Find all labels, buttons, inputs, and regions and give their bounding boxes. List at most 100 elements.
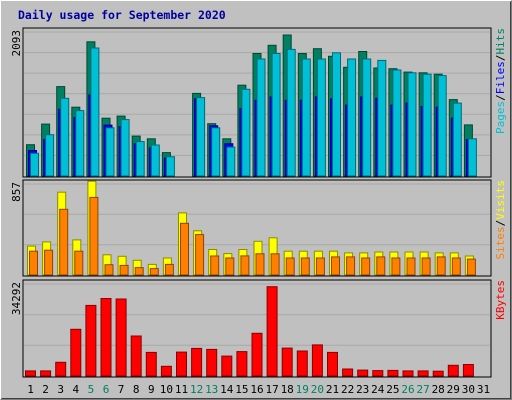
bar-kbytes-day-4 <box>70 328 82 377</box>
legend-entry: Visits <box>494 180 507 220</box>
panel-middle-ymax-label: 857 <box>10 182 23 202</box>
bar-sites-day-6 <box>104 264 114 276</box>
bar-sites-day-25 <box>391 257 401 276</box>
bar-kbytes-day-22 <box>342 368 354 377</box>
bar-kbytes-day-13 <box>206 348 218 377</box>
panel-middle: 857 Sites/Visits <box>10 179 507 277</box>
bar-pages-day-24 <box>377 59 387 177</box>
bar-pages-day-6 <box>105 127 115 177</box>
x-tick-label: 15 <box>235 383 248 396</box>
x-tick-label: 26 <box>401 383 414 396</box>
bar-kbytes-day-16 <box>251 332 263 377</box>
bar-sites-day-11 <box>180 222 189 276</box>
panel-middle-legend: Sites/Visits <box>494 180 507 260</box>
bar-pages-day-12 <box>196 97 206 177</box>
bar-pages-day-10 <box>165 156 175 177</box>
bar-sites-day-24 <box>376 256 386 276</box>
bar-sites-day-2 <box>44 249 54 276</box>
bar-kbytes-day-12 <box>191 347 203 377</box>
bar-pages-day-17 <box>271 53 281 177</box>
bar-kbytes-day-25 <box>387 369 399 377</box>
bar-pages-day-16 <box>256 58 266 177</box>
bar-pages-day-26 <box>407 72 417 177</box>
panel-top-ymax-label: 2093 <box>10 30 23 57</box>
bar-sites-day-14 <box>225 257 235 276</box>
bar-kbytes-day-7 <box>115 298 127 377</box>
bar-sites-day-22 <box>346 256 356 276</box>
series-pages <box>30 47 477 177</box>
x-tick-label: 28 <box>432 383 445 396</box>
bar-pages-day-14 <box>226 146 236 177</box>
bar-sites-day-12 <box>195 234 205 276</box>
x-tick-label: 11 <box>175 383 188 396</box>
bar-sites-day-28 <box>436 256 446 276</box>
x-tick-label: 21 <box>326 383 339 396</box>
bar-kbytes-day-28 <box>432 370 444 377</box>
panel-bottom: 34292 KBytes <box>10 279 507 378</box>
bar-sites-day-17 <box>270 253 280 276</box>
x-tick-label: 4 <box>72 383 79 396</box>
bar-pages-day-19 <box>301 58 311 177</box>
x-tick-label: 2 <box>42 383 49 396</box>
bar-kbytes-day-24 <box>372 370 384 377</box>
x-tick-label: 12 <box>190 383 203 396</box>
bar-sites-day-4 <box>74 250 84 276</box>
x-tick-label: 8 <box>133 383 140 396</box>
panel-bottom-ymax-label: 34292 <box>10 282 23 315</box>
bar-sites-day-7 <box>119 264 129 276</box>
bar-kbytes-day-15 <box>236 351 248 377</box>
bar-sites-day-27 <box>421 257 431 276</box>
panel-bottom-legend: KBytes <box>494 280 507 320</box>
legend-entry: / <box>494 220 507 227</box>
chart-panels: 2093 Pages/Files/Hits 857 Sites/Visits 34292… <box>10 27 507 378</box>
bar-sites-day-8 <box>134 267 144 276</box>
bar-sites-day-30 <box>466 258 476 276</box>
bar-kbytes-day-5 <box>85 304 97 377</box>
x-tick-label: 10 <box>160 383 173 396</box>
legend-entry: Pages <box>494 101 507 134</box>
bar-kbytes-day-1 <box>25 370 36 377</box>
bar-sites-day-26 <box>406 257 416 276</box>
legend-entry: Sites <box>494 226 507 259</box>
bar-pages-day-23 <box>362 58 372 177</box>
legend-entry: Hits <box>494 28 507 55</box>
bar-pages-day-15 <box>241 88 251 177</box>
x-tick-label: 18 <box>281 383 294 396</box>
x-tick-label: 6 <box>103 383 110 396</box>
x-tick-label: 22 <box>341 383 354 396</box>
bar-pages-day-8 <box>135 141 145 177</box>
bar-sites-day-21 <box>331 256 340 276</box>
bar-pages-day-4 <box>75 110 85 177</box>
bar-pages-day-22 <box>347 58 357 177</box>
series-kbytes <box>25 286 474 377</box>
bar-pages-day-3 <box>60 97 70 177</box>
bar-pages-day-21 <box>332 52 341 177</box>
x-tick-label: 20 <box>311 383 324 396</box>
x-tick-label: 24 <box>371 383 385 396</box>
bar-sites-day-20 <box>315 257 325 276</box>
x-tick-label: 25 <box>386 383 399 396</box>
x-tick-label: 3 <box>57 383 64 396</box>
x-tick-label: 17 <box>265 383 278 396</box>
bar-sites-day-1 <box>29 250 38 276</box>
bar-pages-day-13 <box>211 127 221 177</box>
x-tick-label: 7 <box>118 383 125 396</box>
x-tick-label: 23 <box>356 383 369 396</box>
panel-top: 2093 Pages/Files/Hits <box>10 27 507 178</box>
bar-kbytes-day-6 <box>100 298 112 377</box>
panel-top-legend: Pages/Files/Hits <box>494 28 507 134</box>
bar-pages-day-5 <box>90 47 100 177</box>
bar-sites-day-19 <box>300 257 310 276</box>
bar-pages-day-27 <box>422 73 432 177</box>
bar-kbytes-day-30 <box>462 364 474 377</box>
legend-entry: KBytes <box>494 280 507 320</box>
bar-kbytes-day-17 <box>266 286 278 377</box>
bar-pages-day-2 <box>45 134 55 177</box>
x-tick-label: 14 <box>220 383 234 396</box>
bar-pages-day-30 <box>467 138 477 177</box>
x-tick-label: 29 <box>447 383 460 396</box>
bar-sites-day-3 <box>59 208 69 276</box>
